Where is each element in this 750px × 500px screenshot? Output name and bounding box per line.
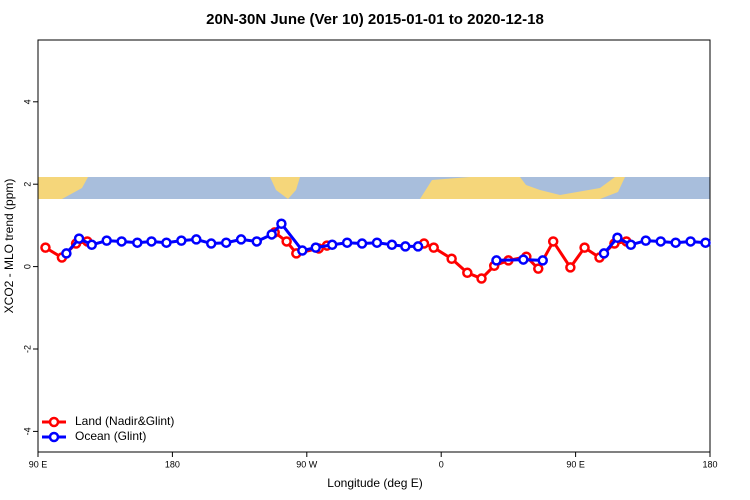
point: [266, 229, 277, 240]
point: [462, 267, 473, 279]
point: [700, 237, 711, 248]
y-tick-label: 4: [22, 99, 32, 104]
point: [625, 239, 637, 251]
map-strip: [38, 177, 710, 199]
point: [281, 236, 292, 247]
legend: Land (Nadir&Glint)Ocean (Glint): [42, 414, 174, 443]
y-axis-label: XCO2 - MLO trend (ppm): [2, 179, 16, 314]
legend-marker: [48, 416, 60, 428]
point: [685, 236, 696, 247]
legend-label: Land (Nadir&Glint): [75, 414, 174, 428]
point: [612, 232, 623, 244]
y-tick-label: -4: [22, 427, 32, 435]
chart-title: 20N-30N June (Ver 10) 2015-01-01 to 2020…: [206, 11, 544, 28]
x-tick-label: 90 W: [296, 459, 318, 469]
point: [161, 237, 172, 248]
point: [146, 236, 157, 247]
point: [412, 241, 424, 252]
point: [476, 273, 487, 284]
point: [356, 238, 368, 249]
point: [579, 242, 590, 253]
x-tick-label: 180: [165, 459, 180, 469]
y-tick-label: 0: [22, 264, 32, 269]
x-tick-label: 0: [439, 459, 444, 469]
point: [86, 239, 98, 251]
point: [220, 237, 232, 248]
point: [101, 235, 112, 246]
point: [428, 242, 439, 253]
x-tick-label: 90 E: [566, 459, 585, 469]
y-tick-label: 2: [22, 182, 32, 187]
point: [191, 234, 202, 245]
point: [537, 255, 548, 266]
point: [297, 245, 308, 256]
point: [598, 248, 610, 259]
point: [326, 239, 338, 251]
point: [655, 236, 666, 247]
point: [371, 237, 383, 248]
y-tick-label: -2: [22, 345, 32, 353]
legend-label: Ocean (Glint): [75, 429, 146, 443]
point: [640, 235, 652, 246]
point: [518, 254, 529, 265]
point: [533, 263, 544, 274]
point: [276, 218, 287, 230]
point: [73, 233, 85, 244]
point: [386, 239, 398, 251]
point: [547, 236, 559, 247]
point: [61, 248, 72, 259]
x-tick-label: 90 E: [29, 459, 48, 469]
point: [310, 242, 322, 253]
point: [205, 238, 217, 249]
point: [235, 234, 247, 245]
x-axis-label: Longitude (deg E): [327, 476, 422, 490]
point: [176, 235, 187, 246]
point: [670, 237, 681, 248]
point: [251, 236, 263, 247]
point: [400, 241, 411, 252]
point: [341, 237, 353, 248]
point: [446, 253, 457, 265]
point: [491, 255, 502, 266]
point: [116, 236, 127, 247]
point: [565, 262, 576, 273]
point: [40, 242, 51, 253]
legend-marker: [48, 431, 60, 443]
plot-frame: [37, 39, 711, 453]
point: [132, 237, 143, 248]
x-tick-label: 180: [702, 459, 717, 469]
